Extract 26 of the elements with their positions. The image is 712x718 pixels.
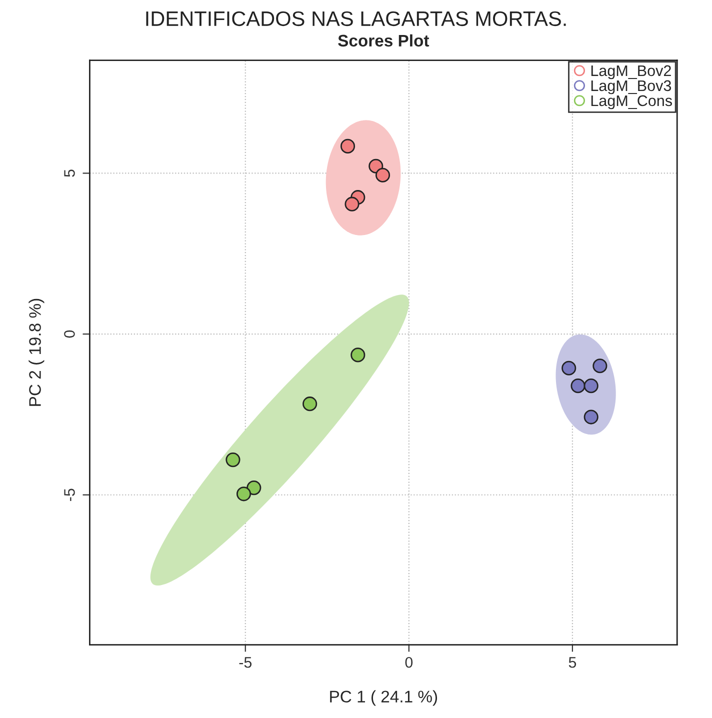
x-axis-title: PC 1 ( 24.1 %)	[330, 690, 438, 706]
point	[592, 358, 608, 374]
point	[350, 348, 366, 362]
legend-label: LagM_Bov2	[591, 65, 671, 80]
point	[226, 452, 240, 468]
legend-label: LagM_Bov3	[591, 80, 672, 94]
y-tick-label: 5	[64, 170, 75, 177]
x-tick-label: -5	[239, 657, 252, 668]
point	[570, 378, 586, 394]
text: IDENTIFICADOS NAS LAGARTAS MORTAS.	[146, 11, 566, 26]
point	[584, 378, 598, 394]
y-tick-label: 0	[64, 330, 75, 338]
legend-label: LagM_Cons	[591, 95, 672, 110]
point	[344, 196, 360, 212]
point	[236, 486, 252, 502]
y-axis-title: PC 2 ( 19.8 %)	[28, 298, 44, 406]
point	[340, 138, 356, 154]
x-tick-label: 0	[405, 656, 413, 668]
point	[584, 410, 598, 424]
chart-title: Scores Plot	[338, 34, 430, 47]
point	[302, 396, 318, 412]
point	[375, 168, 390, 182]
point	[562, 360, 576, 376]
x-tick-label: 5	[568, 657, 576, 668]
y-tick-label: -5	[64, 488, 75, 501]
point	[246, 480, 262, 496]
